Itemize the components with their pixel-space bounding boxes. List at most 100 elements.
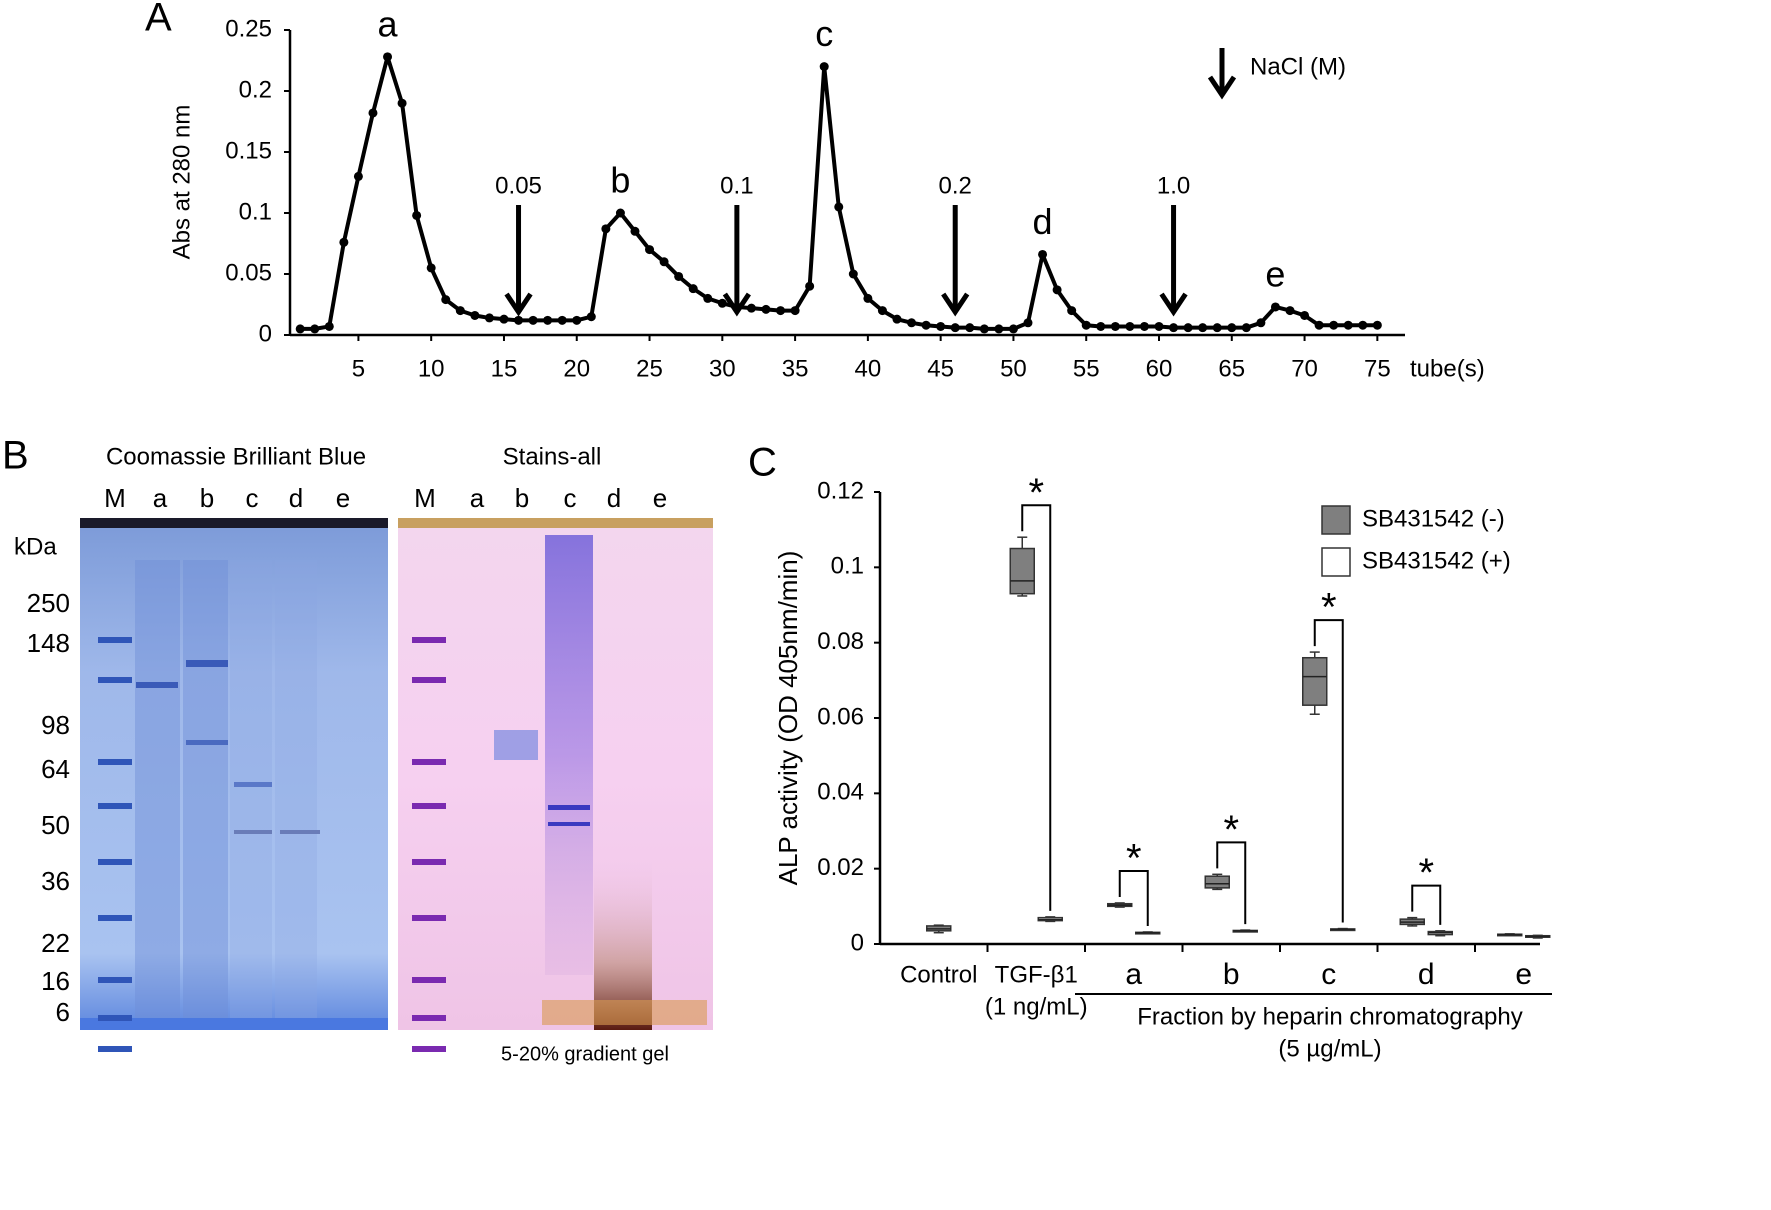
x-tick-label: c [1321,958,1336,991]
marker-label: 250 [27,588,70,618]
x-axis-label: tube(s) [1410,355,1485,382]
data-point [1081,320,1091,330]
significance-bracket [1118,869,1149,926]
marker-band [98,803,132,809]
gel-band [186,660,228,667]
nacl-arrow-head [1159,292,1188,317]
data-point [586,312,596,322]
data-point [514,315,524,325]
data-point [790,306,800,316]
gel-note: 5-20% gradient gel [501,1043,669,1065]
data-point [659,257,669,267]
nacl-arrow-head [504,292,533,317]
x-tick-label: 10 [418,355,445,382]
marker-band [412,1046,446,1052]
marker-band [98,759,132,765]
data-point [907,318,917,328]
x-tick-label: TGF-β1 [995,961,1078,988]
panel-letter: C [748,441,777,485]
data-point [1329,320,1339,330]
gel-band [280,830,320,834]
data-point [441,295,451,305]
lane-label: M [414,483,436,513]
box [1009,547,1035,595]
peak-label: a [378,3,399,44]
data-point [368,108,378,118]
y-tick-label: 0.02 [817,854,864,881]
y-axis-label: Abs at 280 nm [168,105,195,260]
x-tick-label: 25 [636,355,663,382]
data-point [1285,306,1295,316]
data-point [572,315,582,325]
x-tick-label: d [1418,958,1435,991]
legend-label: SB431542 (-) [1362,505,1505,532]
data-point [950,323,960,333]
group-sublabel: (5 µg/mL) [1278,1035,1381,1062]
data-point [1314,320,1324,330]
marker-label: 64 [41,754,70,784]
box [1204,875,1230,889]
box [1302,656,1328,706]
coomassie-gel [80,520,388,1030]
peak-label: b [610,160,630,201]
x-tick-label: 5 [352,355,365,382]
x-tick-label: 40 [855,355,882,382]
lane-label: c [246,483,259,513]
data-point [834,202,844,212]
marker-band [412,1015,446,1021]
data-point [1110,321,1120,331]
y-tick-label: 0.1 [239,198,272,225]
gel-band [234,782,272,787]
data-point [921,320,931,330]
y-tick-label: 0.04 [817,779,864,806]
significance-bracket [1021,504,1052,911]
unit-label: kDa [14,533,57,560]
peak-label: d [1033,201,1053,242]
marker-label: 148 [27,628,70,658]
data-point [965,323,975,333]
legend-arrow-head [1207,75,1237,100]
x-tick-label: 70 [1291,355,1318,382]
x-tick-label: 45 [927,355,954,382]
marker-band [412,859,446,865]
lane-label: b [200,483,214,513]
data-point [819,62,829,72]
data-point [936,321,946,331]
nacl-label: 0.2 [939,172,972,199]
data-point [994,324,1004,334]
gel-band [186,740,228,745]
data-point [353,171,363,181]
data-point [1241,323,1251,333]
data-point [543,315,553,325]
dye-front [80,1018,388,1030]
data-point [426,263,436,273]
legend-label: SB431542 (+) [1362,547,1511,574]
gel-band [548,805,590,810]
gel-well-edge [398,518,713,528]
data-point [848,269,858,279]
data-point [630,226,640,236]
marker-band [98,1046,132,1052]
data-point [1227,323,1237,333]
gel-well-edge [80,518,388,528]
data-point [688,284,698,294]
lane-label: b [515,483,529,513]
marker-band [412,803,446,809]
nacl-label: 1.0 [1157,172,1190,199]
gel-band [494,730,538,760]
gel-title: Stains-all [503,443,602,470]
significance-star: * [1028,471,1044,515]
marker-band [412,915,446,921]
significance-star: * [1223,808,1239,852]
y-tick-label: 0 [259,320,272,347]
marker-bands [98,637,446,1052]
data-point [1198,323,1208,333]
data-point [1008,324,1018,334]
data-point [499,314,509,324]
data-point [1139,321,1149,331]
data-point [1343,320,1353,330]
data-point [1125,321,1135,331]
data-point [877,306,887,316]
data-point [1270,302,1280,312]
y-axis-label: ALP activity (OD 405nm/min) [773,551,803,886]
